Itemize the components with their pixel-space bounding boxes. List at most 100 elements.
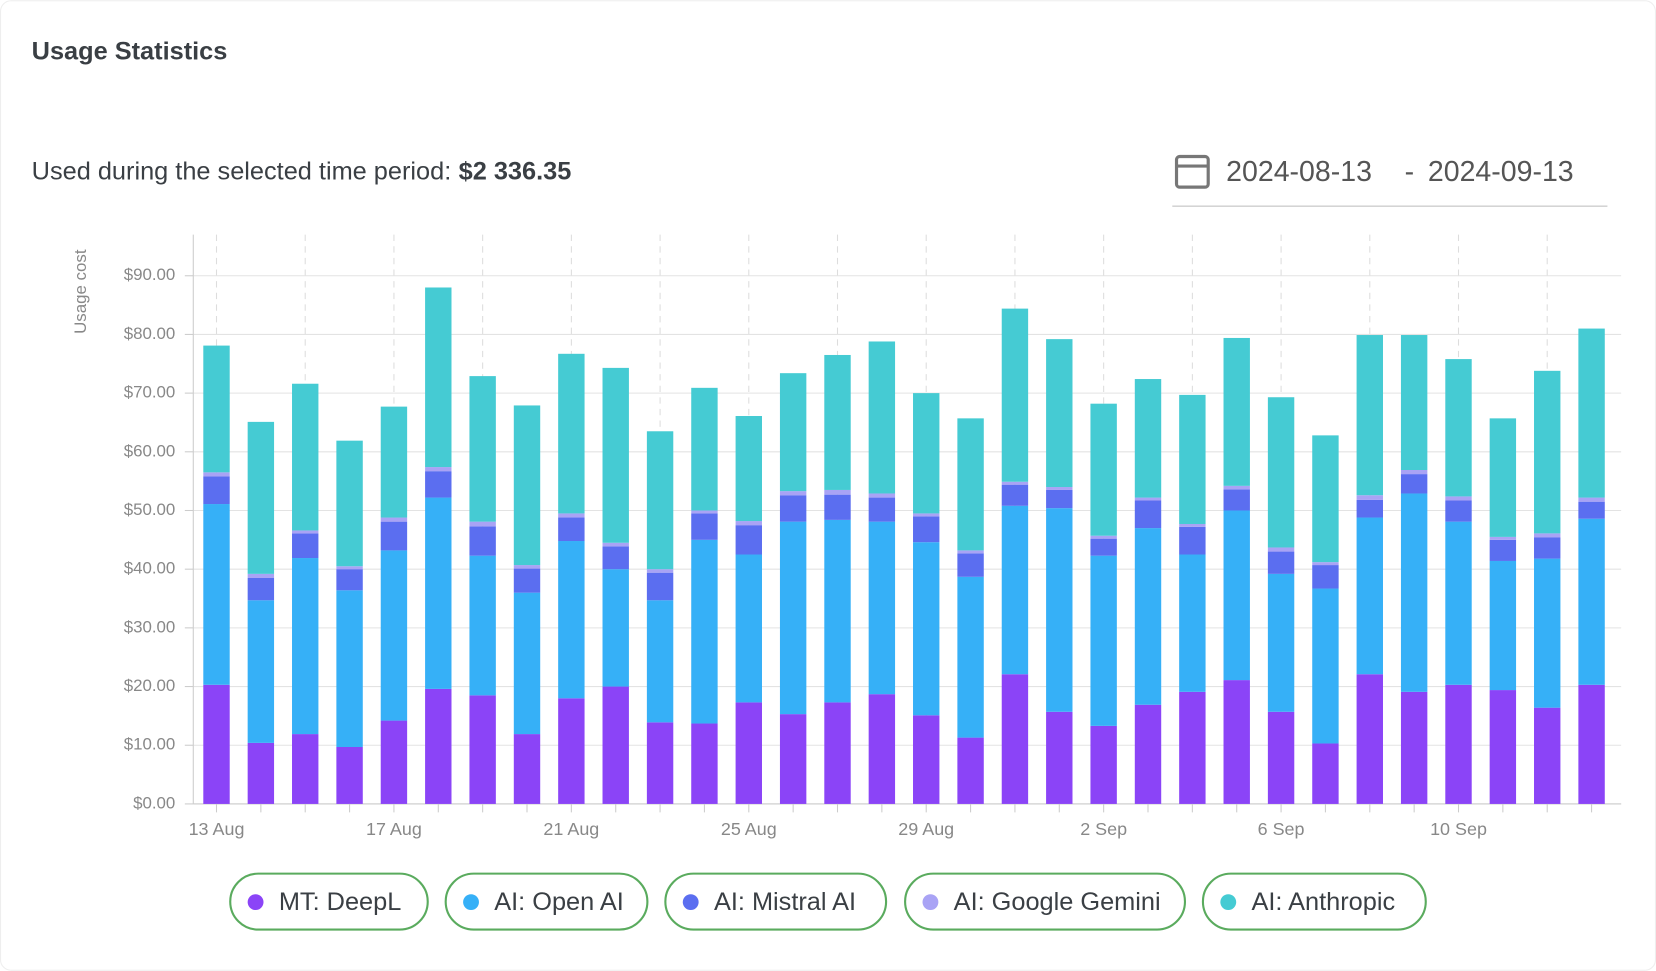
- legend-swatch: [1220, 894, 1237, 911]
- y-axis-label: Usage cost: [71, 249, 90, 334]
- bar-segment: [957, 550, 984, 554]
- bar-segment: [1001, 505, 1029, 675]
- legend-label: MT: DeepL: [279, 888, 401, 916]
- bar-segment: [1356, 674, 1383, 804]
- bar-segment: [292, 533, 319, 559]
- bar-segment: [602, 542, 629, 547]
- bar-segment: [646, 572, 674, 601]
- y-tick-label: $20.00: [124, 676, 176, 695]
- bar-segment: [957, 576, 984, 738]
- bar-segment: [1445, 496, 1472, 501]
- bar-segment: [779, 373, 807, 492]
- bar-segment: [1001, 481, 1029, 485]
- bar-segment: [1134, 379, 1162, 498]
- legend-pill: [444, 872, 649, 931]
- bar-segment: [913, 513, 940, 517]
- bar-segment: [336, 566, 363, 570]
- legend-item[interactable]: AI: Anthropic: [1201, 872, 1427, 931]
- bar-segment: [1445, 521, 1472, 685]
- bar-segment: [1312, 435, 1339, 563]
- bar-segment: [824, 519, 851, 703]
- bar-segment: [1134, 497, 1162, 501]
- bar-segment: [913, 542, 940, 716]
- bar-segment: [558, 517, 585, 542]
- bar-segment: [336, 746, 363, 804]
- bar-segment: [1134, 704, 1162, 804]
- bar-segment: [1223, 510, 1250, 681]
- date-range[interactable]: 2024-08-13 - 2024-09-13: [1172, 154, 1608, 207]
- legend-item[interactable]: AI: Mistral AI: [664, 872, 888, 931]
- x-tick-label: 29 Aug: [898, 819, 954, 839]
- bar-segment: [1267, 397, 1295, 548]
- bar-segment: [1001, 484, 1029, 506]
- y-tick-label: $80.00: [124, 324, 176, 343]
- bar-segment: [1134, 500, 1162, 529]
- bar-segment: [868, 497, 896, 522]
- bar-segment: [1578, 518, 1605, 685]
- bar-segment: [469, 526, 496, 556]
- calendar-icon: [1174, 154, 1210, 189]
- bar-segment: [1267, 573, 1295, 712]
- bar-segment: [380, 521, 408, 551]
- x-tick-label: 10 Sep: [1430, 819, 1487, 839]
- bar-segment: [691, 387, 718, 511]
- bar-segment: [735, 702, 762, 804]
- bar-segment: [779, 714, 807, 804]
- legend-label: AI: Mistral AI: [714, 888, 856, 916]
- legend-label: AI: Open AI: [494, 888, 624, 916]
- bar-segment: [1267, 551, 1295, 574]
- bar-segment: [247, 577, 275, 601]
- bar-segment: [1312, 588, 1339, 744]
- bar-segment: [1134, 528, 1162, 705]
- bar-segment: [469, 695, 496, 804]
- legend-pill: [904, 872, 1187, 931]
- bar-segment: [203, 345, 230, 473]
- bar-segment: [913, 715, 940, 804]
- legend-item[interactable]: MT: DeepL: [229, 872, 429, 931]
- bar-segment: [1578, 328, 1605, 498]
- end-date[interactable]: 2024-09-13: [1428, 156, 1574, 188]
- bar-segment: [292, 734, 319, 804]
- bar-segment: [336, 590, 363, 747]
- bar-segment: [824, 489, 851, 495]
- bar-segment: [1356, 499, 1383, 518]
- y-tick-label: $30.00: [124, 617, 176, 636]
- summary-total: $2 336.35: [459, 157, 572, 185]
- bar-segment: [247, 421, 275, 574]
- bar-segment: [691, 539, 718, 724]
- bar-segment: [336, 569, 363, 591]
- bar-segment: [1489, 560, 1517, 691]
- bar-segment: [1312, 562, 1339, 566]
- bar-segment: [1534, 533, 1561, 538]
- bar-segment: [1534, 370, 1561, 534]
- bar-segment: [957, 737, 984, 804]
- bar-segment: [735, 525, 762, 555]
- bar-segment: [203, 504, 230, 685]
- bar-segment: [469, 521, 496, 527]
- bar-segment: [1001, 674, 1029, 804]
- bar-segment: [380, 406, 408, 518]
- bar-segment: [1046, 508, 1073, 712]
- bar-segment: [1400, 493, 1428, 692]
- bar-segment: [1001, 308, 1029, 482]
- card-title: Usage Statistics: [32, 38, 228, 66]
- bar-segment: [1356, 495, 1383, 500]
- bar-segment: [1534, 707, 1561, 804]
- bar-segment: [957, 418, 984, 551]
- bar-segment: [868, 521, 896, 695]
- bar-segment: [380, 550, 408, 721]
- bar-segment: [1578, 684, 1605, 804]
- bar-segment: [1090, 538, 1117, 556]
- bar-segment: [1400, 474, 1428, 494]
- legend-item[interactable]: AI: Google Gemini: [904, 872, 1187, 931]
- start-date[interactable]: 2024-08-13: [1226, 156, 1372, 188]
- bar-segment: [203, 476, 230, 505]
- legend-item[interactable]: AI: Open AI: [444, 872, 649, 931]
- legend-label: AI: Anthropic: [1252, 888, 1396, 916]
- bar-segment: [425, 287, 452, 468]
- legend-label: AI: Google Gemini: [954, 888, 1161, 916]
- bar-segment: [1489, 418, 1517, 537]
- bar-segment: [1046, 487, 1073, 490]
- summary: Used during the selected time period: $2 …: [32, 157, 572, 185]
- bar-segment: [1489, 539, 1517, 561]
